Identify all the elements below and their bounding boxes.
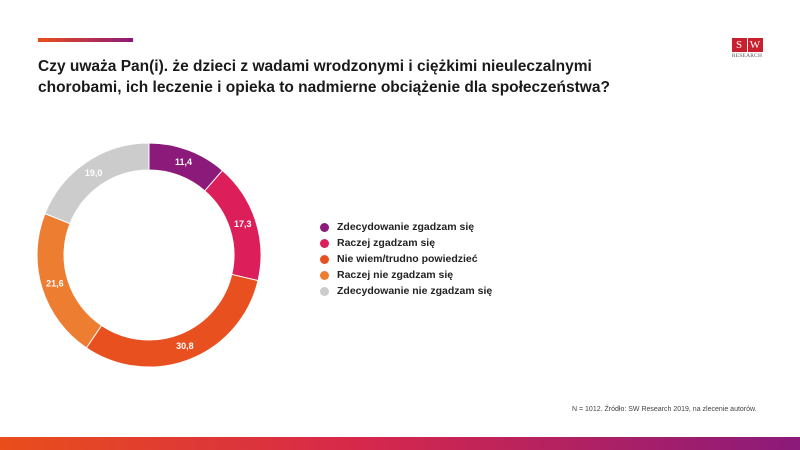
sw-research-logo: S W RESEARCH — [730, 38, 764, 59]
donut-slice-1 — [204, 169, 262, 282]
legend-item-3: Raczej nie zgadzam się — [320, 267, 492, 283]
bottom-gradient-bar — [0, 437, 800, 450]
slice-value-label-2: 30,8 — [176, 341, 194, 351]
slice-value-label-4: 19,0 — [85, 168, 103, 178]
donut-slice-2 — [85, 273, 259, 368]
logo-letter-w: W — [747, 38, 763, 52]
legend-label-4: Zdecydowanie nie zgadzam się — [337, 285, 493, 297]
legend-item-4: Zdecydowanie nie zgadzam się — [320, 283, 492, 299]
legend-marker-0 — [320, 222, 329, 232]
source-note: N = 1012. Źródło: SW Research 2019, na z… — [572, 406, 757, 413]
slice-value-label-3: 21,6 — [46, 278, 64, 288]
legend-item-1: Raczej zgadzam się — [320, 235, 492, 251]
legend-marker-1 — [320, 238, 329, 248]
top-accent-line — [38, 38, 133, 42]
legend-item-0: Zdecydowanie zgadzam się — [320, 219, 492, 235]
donut-slice-4 — [44, 142, 150, 225]
chart-title: Czy uważa Pan(i). że dzieci z wadami wro… — [38, 58, 610, 96]
legend-label-1: Raczej zgadzam się — [337, 237, 436, 249]
legend-label-3: Raczej nie zgadzam się — [337, 269, 454, 281]
legend-label-0: Zdecydowanie zgadzam się — [337, 221, 475, 233]
legend-item-2: Nie wiem/trudno powiedzieć — [320, 251, 492, 267]
legend-marker-3 — [320, 270, 329, 280]
logo-subtitle: RESEARCH — [731, 53, 763, 59]
slice-value-label-1: 17,3 — [234, 219, 252, 229]
slice-value-label-0: 11,4 — [175, 157, 192, 167]
chart-legend: Zdecydowanie zgadzam się Raczej zgadzam s… — [320, 219, 492, 299]
legend-marker-4 — [320, 286, 329, 296]
legend-label-2: Nie wiem/trudno powiedzieć — [337, 253, 478, 265]
legend-marker-2 — [320, 254, 329, 264]
logo-letter-s: S — [731, 38, 747, 52]
